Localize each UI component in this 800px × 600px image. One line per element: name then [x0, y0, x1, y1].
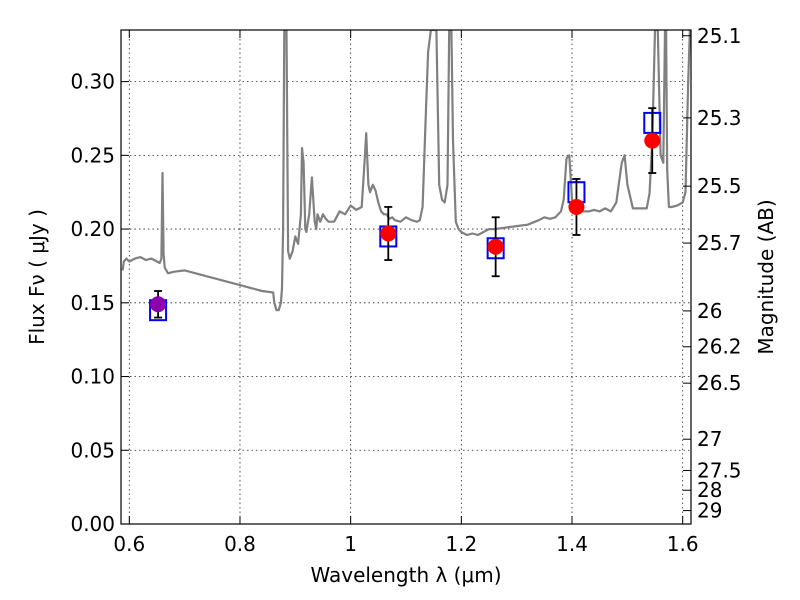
x-tick-label: 1.6	[667, 532, 699, 556]
mag-tick-label: 25.5	[697, 174, 742, 198]
model-spectrum-line	[121, 30, 691, 312]
observed-point	[487, 238, 504, 255]
plot-frame	[120, 29, 692, 525]
observed-point	[568, 198, 585, 215]
observed-point	[644, 132, 661, 149]
mag-tick-label: 29	[697, 499, 722, 523]
x-tick-label: 0.6	[113, 532, 145, 556]
mag-tick-label: 28	[697, 478, 722, 502]
y-tick-label: 0.25	[70, 143, 115, 167]
observed-point	[380, 225, 397, 242]
x-tick-label: 1.4	[556, 532, 588, 556]
x-axis-title: Wavelength λ (μm)	[310, 563, 501, 587]
x-tick-label: 0.8	[224, 532, 256, 556]
x-tick-label: 1	[344, 532, 357, 556]
y-tick-label: 0.15	[70, 291, 115, 315]
y2-axis-title: Magnitude (AB)	[754, 199, 778, 354]
observed-point	[150, 296, 167, 313]
y-tick-label: 0.05	[70, 438, 115, 462]
x-tick-label: 1.2	[445, 532, 477, 556]
mag-tick-label: 25.1	[697, 24, 742, 48]
mag-tick-label: 26.5	[697, 371, 742, 395]
y-axis-left: 0.00 0.05 0.10 0.15 0.20 0.25 0.30	[70, 70, 129, 536]
y-tick-label: 0.30	[70, 70, 115, 94]
y-tick-label: 0.00	[70, 512, 115, 536]
y-axis-title: Flux Fν ( μJy )	[25, 209, 49, 345]
y-tick-label: 0.10	[70, 365, 115, 389]
mag-tick-label: 25.3	[697, 106, 742, 130]
y-tick-label: 0.20	[70, 217, 115, 241]
mag-tick-label: 27.5	[697, 458, 742, 482]
mag-tick-label: 27	[697, 427, 722, 451]
mag-tick-label: 25.7	[697, 231, 742, 255]
mag-tick-label: 26	[697, 299, 722, 323]
x-axis: 0.6 0.8 1 1.2 1.4 1.6	[113, 30, 699, 556]
mag-tick-label: 26.2	[697, 335, 742, 359]
data-points	[149, 107, 662, 322]
